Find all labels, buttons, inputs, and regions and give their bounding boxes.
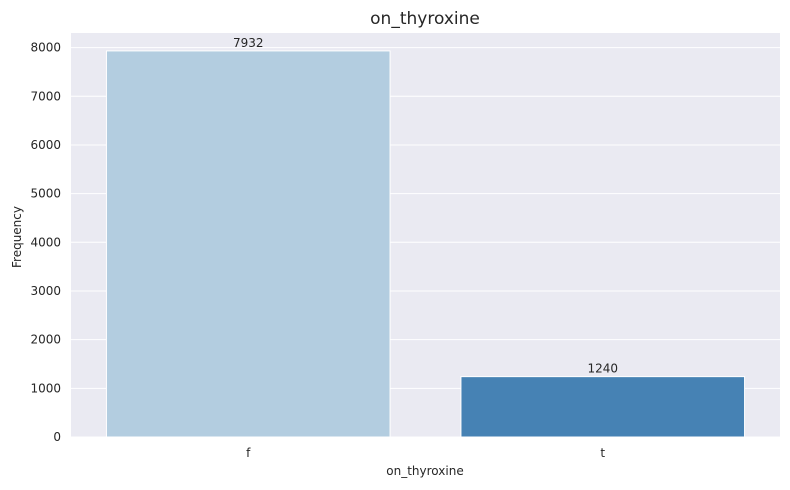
x-tick-label: t xyxy=(600,446,605,460)
y-tick-label: 3000 xyxy=(30,284,61,298)
y-tick-label: 6000 xyxy=(30,138,61,152)
x-axis-label: on_thyroxine xyxy=(386,464,463,478)
y-tick-label: 2000 xyxy=(30,333,61,347)
bar-t xyxy=(460,376,746,438)
bars xyxy=(105,50,746,438)
y-axis-label: Frequency xyxy=(10,206,24,268)
bar-value-label: 1240 xyxy=(587,362,618,376)
bar-data-labels: 7932 1240 xyxy=(233,36,618,376)
y-tick-label: 1000 xyxy=(30,381,61,395)
y-tick-label: 4000 xyxy=(30,235,61,249)
y-tick-label: 0 xyxy=(53,430,61,444)
x-tick-label: f xyxy=(246,446,251,460)
y-tick-label: 5000 xyxy=(30,187,61,201)
bar-f xyxy=(105,50,391,438)
y-axis-ticks: 0 1000 2000 3000 4000 5000 6000 7000 8000 xyxy=(30,41,61,444)
bar-value-label: 7932 xyxy=(233,36,264,50)
y-tick-label: 7000 xyxy=(30,89,61,103)
chart-title: on_thyroxine xyxy=(370,9,480,29)
y-tick-label: 8000 xyxy=(30,41,61,55)
